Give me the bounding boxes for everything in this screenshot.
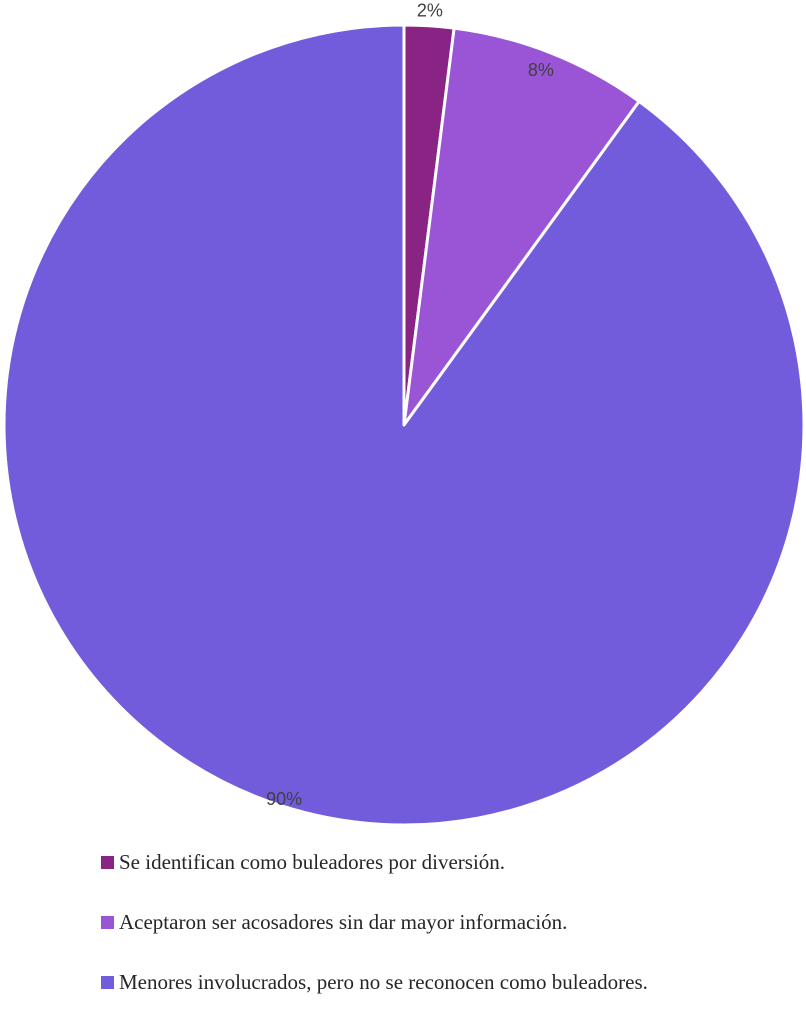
pie-data-labels: 2% 8% 90%: [266, 1, 554, 809]
pie-slice-2: [402, 26, 641, 427]
pie-slices: [2, 23, 806, 827]
legend-swatch-2: [101, 915, 114, 929]
legend-swatch-3: [101, 975, 114, 989]
legend-label-1: Se identifican como buleadores por diver…: [119, 849, 506, 874]
legend-item-3: Menores involucrados, pero no se reconoc…: [101, 952, 801, 1012]
pie-slice-3: [2, 23, 806, 827]
legend-item-2: Aceptaron ser acosadores sin dar mayor i…: [101, 892, 801, 952]
data-label-3: 90%: [266, 789, 302, 809]
chart-legend: Se identifican como buleadores por diver…: [101, 832, 801, 1012]
data-label-2: 8%: [528, 60, 554, 80]
legend-swatch-1: [101, 855, 114, 869]
legend-label-2: Aceptaron ser acosadores sin dar mayor i…: [119, 909, 568, 934]
pie-chart: 2% 8% 90%: [2, 1, 806, 827]
legend-label-3: Menores involucrados, pero no se reconoc…: [119, 969, 648, 994]
legend-item-1: Se identifican como buleadores por diver…: [101, 832, 801, 892]
data-label-1: 2%: [417, 1, 443, 21]
